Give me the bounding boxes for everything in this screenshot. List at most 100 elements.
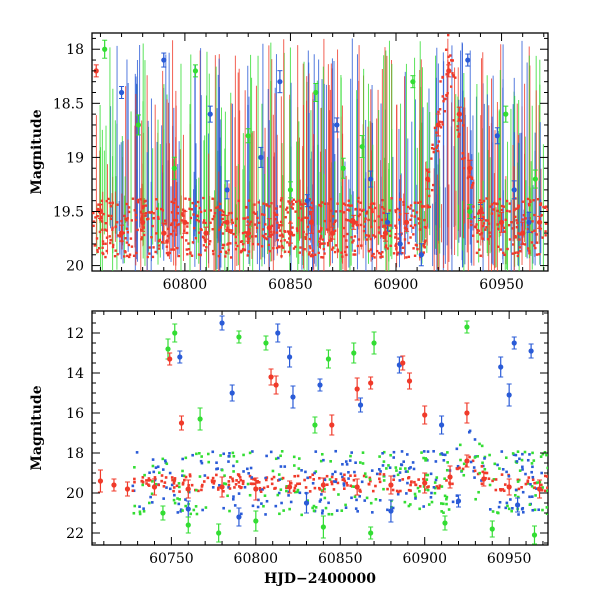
- baseline-point: [528, 503, 532, 506]
- baseline-point: [319, 204, 323, 208]
- data-point: [245, 230, 251, 236]
- baseline-point: [521, 465, 524, 469]
- baseline-point: [481, 237, 484, 240]
- baseline-point: [181, 509, 184, 512]
- baseline-point: [345, 481, 348, 485]
- baseline-point: [332, 488, 336, 491]
- baseline-point: [96, 248, 99, 252]
- baseline-point: [327, 202, 330, 205]
- baseline-point: [318, 245, 322, 248]
- baseline-point: [342, 482, 346, 485]
- baseline-point: [221, 209, 224, 212]
- baseline-point: [92, 224, 95, 228]
- baseline-point: [184, 456, 188, 460]
- baseline-point: [239, 478, 243, 482]
- baseline-point: [142, 205, 146, 208]
- baseline-point: [308, 490, 312, 493]
- baseline-point: [194, 237, 197, 240]
- baseline-point: [280, 255, 283, 258]
- baseline-point: [136, 201, 140, 204]
- baseline-point: [224, 482, 228, 486]
- baseline-point: [395, 226, 398, 230]
- baseline-point: [131, 489, 135, 493]
- baseline-point: [256, 243, 260, 246]
- baseline-point: [480, 479, 483, 482]
- baseline-point: [533, 486, 536, 490]
- baseline-point: [140, 236, 143, 239]
- baseline-point: [280, 501, 283, 505]
- baseline-point: [543, 489, 547, 493]
- baseline-point: [249, 466, 253, 470]
- baseline-point: [359, 461, 362, 464]
- baseline-point: [422, 251, 425, 254]
- data-point: [435, 122, 441, 128]
- baseline-point: [490, 212, 494, 215]
- baseline-point: [345, 253, 348, 257]
- data-point: [442, 520, 448, 526]
- data-point: [455, 498, 462, 504]
- baseline-point: [108, 201, 111, 205]
- data-point: [439, 422, 445, 428]
- baseline-point: [273, 211, 276, 215]
- baseline-point: [195, 452, 198, 456]
- baseline-point: [195, 214, 199, 217]
- baseline-point: [526, 458, 530, 462]
- baseline-point: [480, 465, 484, 468]
- baseline-point: [253, 203, 256, 206]
- baseline-point: [353, 235, 357, 238]
- baseline-point: [374, 498, 378, 501]
- data-point: [161, 57, 167, 63]
- data-point: [330, 230, 336, 236]
- baseline-point: [423, 240, 427, 244]
- baseline-point: [441, 75, 444, 79]
- baseline-point: [350, 496, 353, 500]
- baseline-point: [533, 244, 536, 247]
- baseline-point: [354, 208, 357, 211]
- baseline-point: [209, 209, 213, 212]
- baseline-point: [200, 485, 204, 488]
- baseline-point: [247, 237, 251, 240]
- baseline-point: [401, 251, 404, 255]
- baseline-point: [443, 453, 447, 457]
- baseline-point: [157, 247, 161, 250]
- baseline-point: [284, 216, 287, 219]
- data-point: [203, 230, 209, 236]
- baseline-point: [330, 475, 334, 479]
- baseline-point: [283, 250, 287, 253]
- baseline-point: [176, 497, 179, 500]
- data-point: [351, 219, 357, 225]
- baseline-point: [156, 215, 160, 219]
- baseline-point: [180, 219, 184, 222]
- baseline-point: [543, 450, 547, 454]
- baseline-point: [346, 208, 349, 211]
- baseline-point: [224, 255, 227, 258]
- baseline-point: [356, 244, 360, 248]
- baseline-point: [209, 240, 212, 243]
- baseline-point: [161, 468, 165, 471]
- baseline-point: [168, 487, 172, 491]
- baseline-point: [141, 476, 145, 479]
- baseline-point: [528, 453, 531, 456]
- baseline-point: [396, 492, 400, 496]
- baseline-point: [278, 245, 281, 249]
- baseline-point: [434, 460, 438, 463]
- baseline-point: [470, 223, 473, 227]
- baseline-point: [412, 247, 415, 250]
- data-point: [165, 346, 171, 352]
- baseline-point: [202, 196, 205, 200]
- baseline-point: [457, 135, 460, 138]
- baseline-point: [170, 483, 174, 487]
- data-point: [400, 360, 406, 366]
- baseline-point: [222, 489, 225, 493]
- baseline-point: [360, 209, 364, 213]
- x-tick-label: 60950: [479, 277, 524, 293]
- baseline-point: [114, 249, 117, 252]
- baseline-point: [340, 509, 344, 512]
- baseline-point: [199, 459, 203, 463]
- baseline-point: [350, 204, 353, 207]
- baseline-point: [535, 253, 539, 256]
- baseline-point: [299, 246, 302, 249]
- baseline-point: [251, 242, 255, 246]
- baseline-point: [166, 241, 169, 244]
- baseline-point: [227, 480, 231, 483]
